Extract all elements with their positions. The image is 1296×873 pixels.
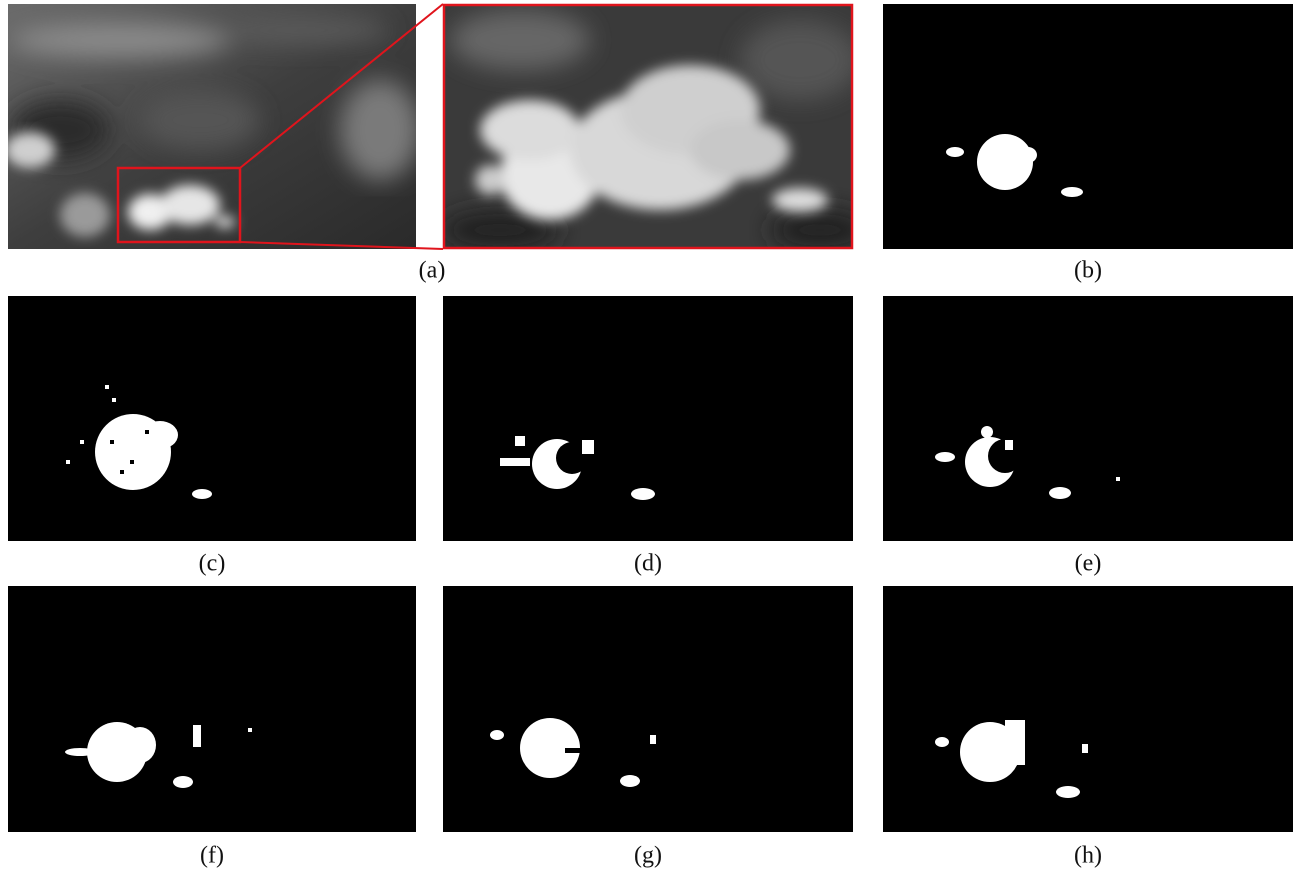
panel-label: (c) bbox=[199, 551, 226, 577]
mask-image bbox=[443, 296, 853, 541]
panel-label: (e) bbox=[1075, 551, 1102, 577]
panel-label: (h) bbox=[1074, 843, 1102, 869]
mask-image bbox=[8, 586, 416, 832]
mask-image bbox=[883, 586, 1293, 832]
panel-label: (f) bbox=[200, 843, 224, 869]
mask-image bbox=[443, 586, 853, 832]
panel-label: (a) bbox=[419, 258, 446, 284]
panel-label: (d) bbox=[634, 551, 662, 577]
satellite-image bbox=[5, 4, 420, 249]
mask-image bbox=[883, 296, 1293, 541]
figure: (a) (b) (c) (d) (e) (f) (g) (h) bbox=[0, 0, 1296, 873]
mask-image bbox=[8, 296, 416, 541]
mask-image bbox=[883, 4, 1293, 249]
panel-label: (b) bbox=[1074, 258, 1102, 284]
panel-label: (g) bbox=[634, 843, 662, 869]
zoomed-image bbox=[440, 4, 870, 250]
